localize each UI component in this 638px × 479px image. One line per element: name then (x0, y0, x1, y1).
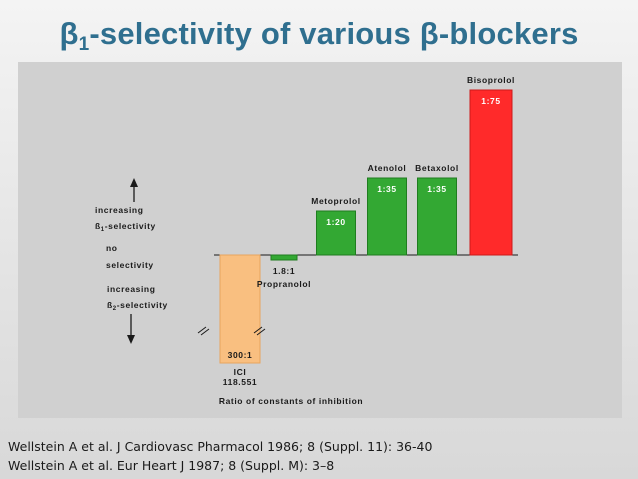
annotation-b2-rest: -selectivity (117, 300, 168, 310)
annotation-b2-symbol: ß (107, 300, 113, 310)
arrow-down-icon (127, 314, 135, 344)
title-subscript: 1 (78, 34, 90, 55)
bar-metoprolol (316, 210, 356, 256)
scale-break-icon (197, 326, 266, 336)
bar-value-label: 1:20 (326, 217, 345, 227)
annotation-increasing-b2-line1: increasing (107, 284, 156, 294)
annotation-no-selectivity-line1: no (106, 243, 118, 253)
references: Wellstein A et al. J Cardiovasc Pharmaco… (8, 437, 628, 475)
annotation-increasing-b1-line1: increasing (95, 205, 144, 215)
bar-value-label: 1.8:1 (273, 266, 295, 276)
annotation-no-selectivity-line2: selectivity (106, 260, 154, 270)
bar-propranolol (270, 254, 298, 261)
annotation-b1-symbol: ß (95, 221, 101, 231)
title-rest: -selectivity of various β-blockers (89, 16, 579, 51)
bar-name-label: Betaxolol (415, 163, 459, 173)
bar-name-label: Bisoprolol (467, 75, 515, 85)
slide-title: β1-selectivity of various β-blockers (0, 16, 638, 56)
annotation-increasing-b1-line2: ß1-selectivity (95, 221, 156, 233)
annotation-b1-sub: 1 (101, 227, 105, 233)
bar-bisoprolol (469, 89, 513, 256)
title-beta: β (59, 16, 79, 51)
chart-area: increasing ß1-selectivity no selectivity… (18, 62, 622, 418)
annotation-b2-sub: 2 (113, 306, 117, 312)
bar-value-label: 1:75 (481, 96, 500, 106)
bar-value-label: 300:1 (228, 350, 253, 360)
bar-name-label: Atenolol (368, 163, 407, 173)
bar-betaxolol (417, 177, 457, 256)
bar-name-label: 118.551 (223, 377, 257, 387)
bar-value-label: 1:35 (377, 184, 396, 194)
bar-name-label: Propranolol (257, 279, 311, 289)
bar-atenolol (367, 177, 407, 256)
bar-chart: increasing ß1-selectivity no selectivity… (95, 75, 518, 406)
x-axis-label: Ratio of constants of inhibition (219, 396, 363, 406)
annotation-b1-rest: -selectivity (105, 221, 156, 231)
annotation-increasing-b2-line2: ß2-selectivity (107, 300, 168, 312)
arrow-up-icon (130, 178, 138, 202)
reference-2: Wellstein A et al. Eur Heart J 1987; 8 (… (8, 458, 335, 473)
bar-name-label: Metoprolol (311, 196, 360, 206)
bar-ici-118-551 (219, 254, 261, 364)
bar-name-label: ICI (234, 367, 247, 377)
bar-value-label: 1:35 (427, 184, 446, 194)
reference-1: Wellstein A et al. J Cardiovasc Pharmaco… (8, 439, 433, 454)
